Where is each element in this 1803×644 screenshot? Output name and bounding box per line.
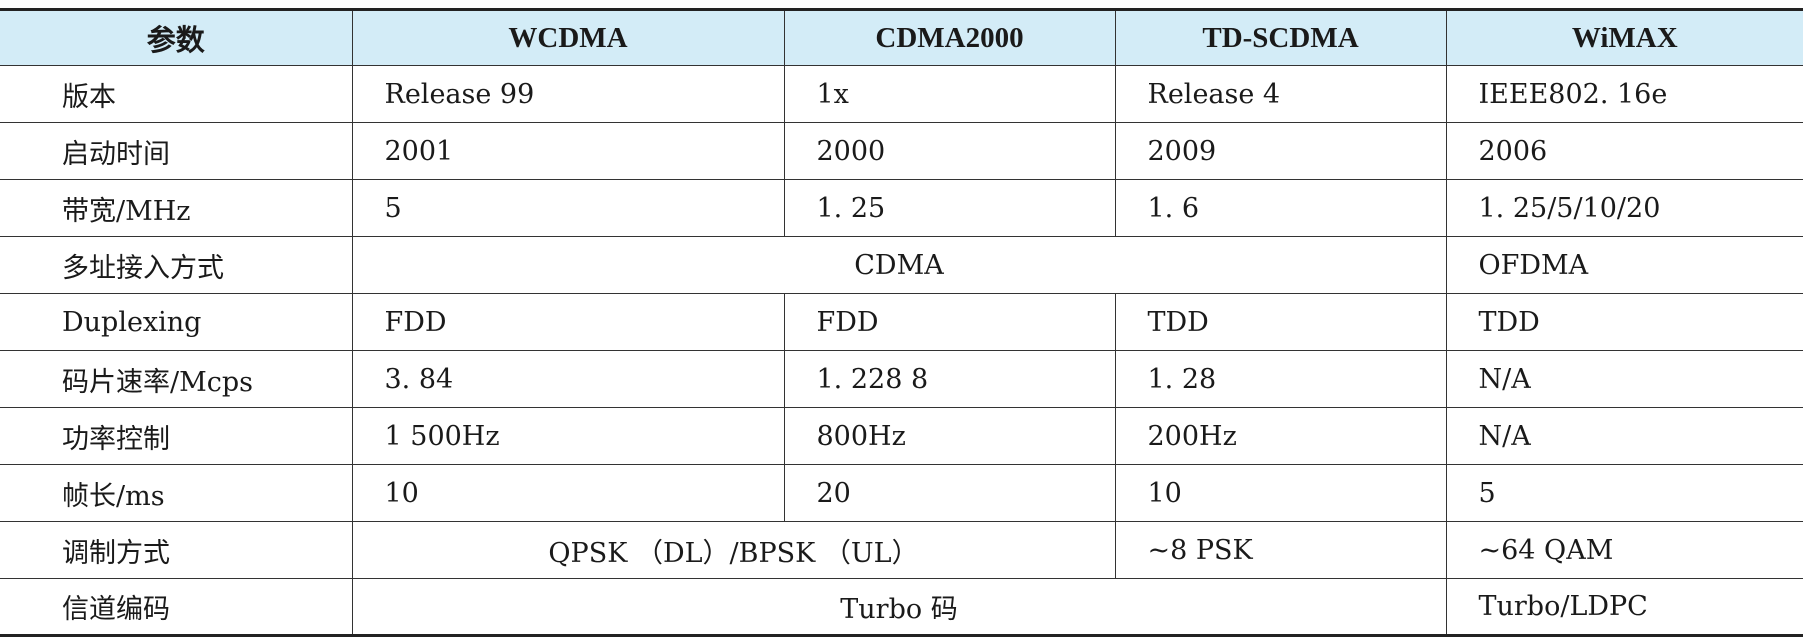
table-row-version: 版本 Release 99 1x Release 4 IEEE802. 16e: [0, 65, 1803, 123]
header-wimax: WiMAX: [1445, 8, 1803, 66]
cell-wcdma: 1 500Hz: [351, 407, 785, 465]
header-tdscdma: TD-SCDMA: [1114, 8, 1447, 66]
cell-wcdma: 2001: [351, 122, 785, 180]
table-row-bandwidth: 带宽/MHz 5 1. 25 1. 6 1. 25/5/10/20: [0, 179, 1803, 237]
header-cdma2000: CDMA2000: [783, 8, 1116, 66]
table-row-launch-time: 启动时间 2001 2000 2009 2006: [0, 122, 1803, 180]
row-label: 帧长/ms: [0, 464, 353, 522]
cell-wcdma: FDD: [351, 293, 785, 351]
cell-wimax: N/A: [1445, 407, 1803, 465]
table-row-modulation: 调制方式 QPSK （DL）/BPSK （UL） ~8 PSK ~64 QAM: [0, 521, 1803, 579]
cell-wcdma: 10: [351, 464, 785, 522]
cell-wcdma: 3. 84: [351, 350, 785, 408]
cell-cdma2000: 1x: [783, 65, 1116, 123]
cell-cdma2000: 1. 228 8: [783, 350, 1116, 408]
row-label: 码片速率/Mcps: [0, 350, 353, 408]
cell-wimax: N/A: [1445, 350, 1803, 408]
cell-merged-3g: CDMA: [351, 236, 1447, 294]
cell-wcdma: 5: [351, 179, 785, 237]
cell-tdscdma: 200Hz: [1114, 407, 1447, 465]
table-header: 参数 WCDMA CDMA2000 TD-SCDMA WiMAX: [0, 8, 1803, 66]
cell-cdma2000: FDD: [783, 293, 1116, 351]
cell-tdscdma: TDD: [1114, 293, 1447, 351]
row-label: 带宽/MHz: [0, 179, 353, 237]
cell-tdscdma: Release 4: [1114, 65, 1447, 123]
cell-merged-3g: Turbo 码: [351, 578, 1447, 637]
cell-wimax: IEEE802. 16e: [1445, 65, 1803, 123]
table-body: 版本 Release 99 1x Release 4 IEEE802. 16e …: [0, 65, 1803, 637]
row-label: 功率控制: [0, 407, 353, 465]
cell-tdscdma: 1. 28: [1114, 350, 1447, 408]
header-row: 参数 WCDMA CDMA2000 TD-SCDMA WiMAX: [0, 8, 1803, 66]
header-wcdma: WCDMA: [351, 8, 785, 66]
table-row-chip-rate: 码片速率/Mcps 3. 84 1. 228 8 1. 28 N/A: [0, 350, 1803, 408]
row-label: Duplexing: [0, 293, 353, 351]
row-label: 版本: [0, 65, 353, 123]
cell-wimax: ~64 QAM: [1445, 521, 1803, 579]
row-label: 多址接入方式: [0, 236, 353, 294]
table-row-power-control: 功率控制 1 500Hz 800Hz 200Hz N/A: [0, 407, 1803, 465]
row-label: 信道编码: [0, 578, 353, 637]
cell-cdma2000: 2000: [783, 122, 1116, 180]
cell-wimax: OFDMA: [1445, 236, 1803, 294]
cell-tdscdma: 10: [1114, 464, 1447, 522]
row-label: 调制方式: [0, 521, 353, 579]
cell-wcdma: Release 99: [351, 65, 785, 123]
comparison-table: 参数 WCDMA CDMA2000 TD-SCDMA WiMAX 版本 Rele…: [0, 8, 1803, 637]
cell-tdscdma: 2009: [1114, 122, 1447, 180]
table-row-frame-length: 帧长/ms 10 20 10 5: [0, 464, 1803, 522]
cell-wimax: Turbo/LDPC: [1445, 578, 1803, 637]
cell-wimax: 5: [1445, 464, 1803, 522]
cell-wimax: 2006: [1445, 122, 1803, 180]
table-row-multiple-access: 多址接入方式 CDMA OFDMA: [0, 236, 1803, 294]
cell-cdma2000: 20: [783, 464, 1116, 522]
table-row-duplexing: Duplexing FDD FDD TDD TDD: [0, 293, 1803, 351]
header-parameter: 参数: [0, 8, 353, 66]
cell-wimax: 1. 25/5/10/20: [1445, 179, 1803, 237]
cell-cdma2000: 1. 25: [783, 179, 1116, 237]
cell-tdscdma: ~8 PSK: [1114, 521, 1447, 579]
cell-tdscdma: 1. 6: [1114, 179, 1447, 237]
comparison-table-container: 参数 WCDMA CDMA2000 TD-SCDMA WiMAX 版本 Rele…: [0, 8, 1803, 637]
table-row-channel-coding: 信道编码 Turbo 码 Turbo/LDPC: [0, 578, 1803, 637]
cell-merged-wcdma-cdma2000: QPSK （DL）/BPSK （UL）: [351, 521, 1116, 579]
cell-wimax: TDD: [1445, 293, 1803, 351]
row-label: 启动时间: [0, 122, 353, 180]
cell-cdma2000: 800Hz: [783, 407, 1116, 465]
